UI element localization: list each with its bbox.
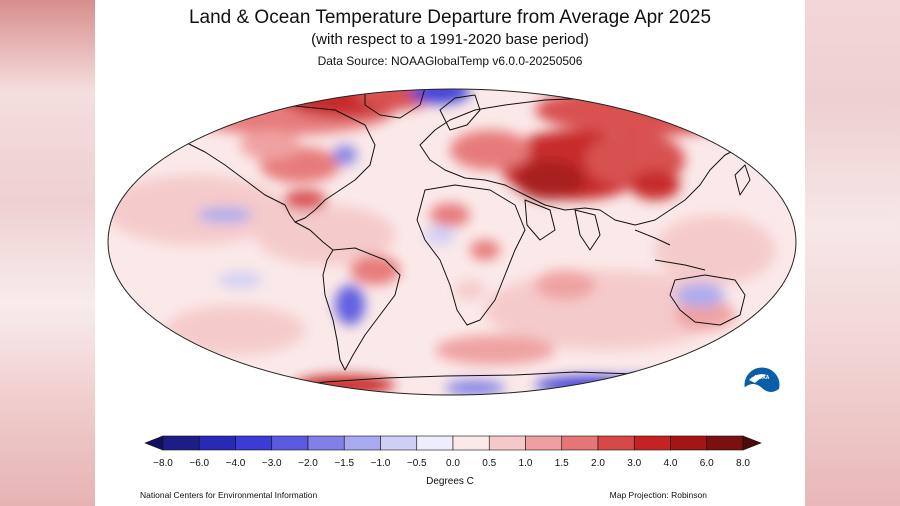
scale-swatch xyxy=(162,435,200,451)
map-title: Land & Ocean Temperature Departure from … xyxy=(188,7,712,28)
color-scale-bar xyxy=(144,435,762,451)
credit-projection: Map Projection: Robinson xyxy=(609,490,707,500)
scale-tick-label: 2.0 xyxy=(591,458,605,469)
scale-tick-label: −2.0 xyxy=(298,458,318,469)
scale-swatch xyxy=(706,435,744,451)
scale-tick-label: −1.5 xyxy=(334,458,355,469)
scale-swatch xyxy=(597,435,635,451)
scale-tick-label: 3.0 xyxy=(627,458,642,469)
units-label: Degrees C xyxy=(426,476,474,487)
scale-max-arrow xyxy=(742,435,762,451)
scale-swatch xyxy=(198,435,236,451)
scale-tick-label: 8.0 xyxy=(736,458,750,469)
scale-tick-label: 0.0 xyxy=(446,458,460,469)
scale-tick-label: −4.0 xyxy=(225,458,246,469)
map-panel: Land & Ocean Temperature Departure from … xyxy=(95,0,805,506)
scale-swatch xyxy=(343,435,381,451)
scale-tick-label: −3.0 xyxy=(261,458,282,469)
noaa-logo-text: NOAA xyxy=(755,375,770,381)
scale-swatch xyxy=(307,435,345,451)
scale-tick-label: 1.0 xyxy=(518,458,533,469)
noaa-logo-icon: NOAA xyxy=(743,366,781,404)
scale-swatch xyxy=(488,435,526,451)
scale-swatch xyxy=(235,435,273,451)
temperature-anomaly-map xyxy=(107,88,797,396)
scale-tick-label: 1.5 xyxy=(554,458,569,469)
data-source: Data Source: NOAAGlobalTemp v6.0.0-20250… xyxy=(317,54,583,68)
scale-swatch xyxy=(670,435,708,451)
scale-tick-label: −6.0 xyxy=(189,458,210,469)
credit-ncei: National Centers for Environmental Infor… xyxy=(140,490,318,500)
map-subtitle: (with respect to a 1991-2020 base period… xyxy=(311,31,589,48)
scale-swatch xyxy=(561,435,599,451)
scale-swatch xyxy=(380,435,418,451)
scale-tick-label: −8.0 xyxy=(153,458,173,469)
blurred-background-right xyxy=(805,0,900,506)
scale-swatch xyxy=(271,435,309,451)
scale-min-arrow xyxy=(144,435,164,451)
scale-tick-label: 6.0 xyxy=(699,458,714,469)
scale-swatch xyxy=(416,435,454,451)
scale-tick-label: 0.5 xyxy=(482,458,497,469)
blurred-background-left xyxy=(0,0,95,506)
scale-tick-label: −1.0 xyxy=(370,458,391,469)
scale-tick-label: 4.0 xyxy=(663,458,678,469)
scale-swatch xyxy=(525,435,563,451)
scale-swatch xyxy=(452,435,490,451)
scale-swatch xyxy=(633,435,671,451)
scale-tick-label: −0.5 xyxy=(406,458,427,469)
